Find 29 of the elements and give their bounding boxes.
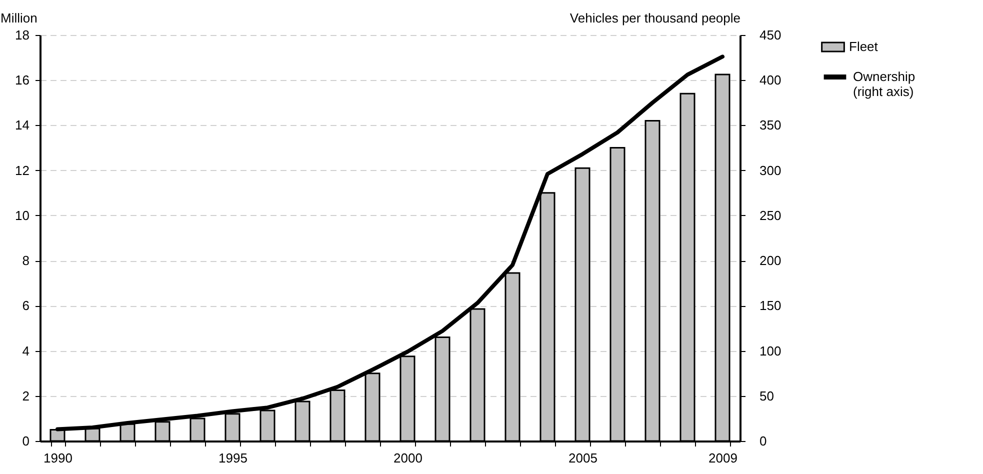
y-tick-label: 14 <box>15 118 30 133</box>
y-tick-label: 10 <box>15 208 30 223</box>
x-tick-label: 1995 <box>218 450 248 466</box>
y2-tick-label: 300 <box>760 162 782 178</box>
y2-tick-label: 150 <box>760 298 782 314</box>
y2-tick-label: 350 <box>760 118 782 133</box>
y-tick-label: 0 <box>22 434 30 448</box>
y2-tick-label: 50 <box>760 388 774 404</box>
legend-label: Fleet <box>849 39 878 54</box>
y-axis-title: Million <box>0 10 38 26</box>
y-tick-label: 18 <box>15 28 30 42</box>
y2-tick-label: 250 <box>760 208 782 223</box>
x-tick-label: 2000 <box>394 450 422 466</box>
x-tick-label: 1990 <box>44 450 72 466</box>
y-tick-label: 6 <box>22 298 30 314</box>
y-tick-label: 16 <box>15 72 30 88</box>
y-tick-label: 2 <box>22 388 30 404</box>
y2-axis-title: Vehicles per thousand people <box>570 10 740 26</box>
x-tick-label: 2009 <box>708 450 738 466</box>
y2-tick-label: 400 <box>760 72 782 88</box>
y-tick-label: 8 <box>22 253 30 268</box>
y-tick-label: 4 <box>22 343 30 358</box>
y2-tick-label: 450 <box>760 28 782 42</box>
y2-tick-label: 200 <box>760 253 782 268</box>
y2-tick-label: 100 <box>760 343 782 358</box>
y-tick-label: 12 <box>15 162 30 178</box>
y2-tick-label: 0 <box>760 434 767 448</box>
x-tick-label: 2005 <box>568 450 598 466</box>
legend-label: Ownership (right axis) <box>853 69 916 99</box>
